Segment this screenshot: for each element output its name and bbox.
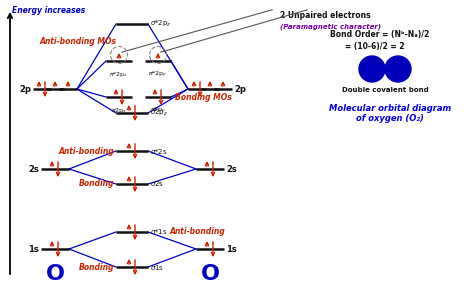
Text: Anti-bonding MOs: Anti-bonding MOs: [40, 36, 117, 45]
Text: Anti-bonding: Anti-bonding: [170, 227, 226, 236]
Text: O: O: [201, 264, 219, 284]
Text: (Paramagnetic character): (Paramagnetic character): [280, 23, 381, 29]
Text: Bonding: Bonding: [79, 262, 114, 271]
Text: $\pi$*2p$_y$: $\pi$*2p$_y$: [148, 70, 168, 80]
Text: Anti-bonding: Anti-bonding: [58, 147, 114, 155]
Text: 2p: 2p: [234, 84, 246, 94]
Text: 2p: 2p: [19, 84, 31, 94]
Text: 1s: 1s: [28, 244, 39, 253]
Circle shape: [359, 56, 385, 82]
Text: 2s: 2s: [28, 164, 39, 173]
Text: Bonding: Bonding: [79, 179, 114, 188]
Text: Bond Order = (Nᵇ-Nₐ)/2: Bond Order = (Nᵇ-Nₐ)/2: [330, 29, 429, 38]
Text: 2 Unpaired electrons: 2 Unpaired electrons: [280, 11, 371, 20]
Text: $\pi$2p$_y$: $\pi$2p$_y$: [150, 106, 166, 116]
Text: $\pi$2p$_x$: $\pi$2p$_x$: [111, 106, 127, 115]
Text: Double covalent bond: Double covalent bond: [342, 87, 428, 93]
Text: $\sigma$*2s: $\sigma$*2s: [150, 147, 168, 155]
Text: $\sigma$2p$_z$: $\sigma$2p$_z$: [150, 108, 168, 118]
Text: O: O: [46, 264, 64, 284]
Circle shape: [385, 56, 411, 82]
Text: $\sigma$*1s: $\sigma$*1s: [150, 227, 168, 236]
Text: Energy increases: Energy increases: [12, 6, 85, 15]
Text: 1s: 1s: [226, 244, 237, 253]
Text: $\pi$*2p$_x$: $\pi$*2p$_x$: [109, 70, 129, 79]
Text: 2s: 2s: [226, 164, 237, 173]
Text: Molecular orbital diagram
of oxygen (O₂): Molecular orbital diagram of oxygen (O₂): [329, 104, 451, 123]
Text: Bonding MOs: Bonding MOs: [175, 92, 232, 101]
Text: $\sigma$*2p$_z$: $\sigma$*2p$_z$: [150, 19, 172, 29]
Text: = (10-6)/2 = 2: = (10-6)/2 = 2: [345, 42, 404, 51]
Text: $\sigma$1s: $\sigma$1s: [150, 262, 164, 271]
Text: $\sigma$2s: $\sigma$2s: [150, 179, 164, 188]
